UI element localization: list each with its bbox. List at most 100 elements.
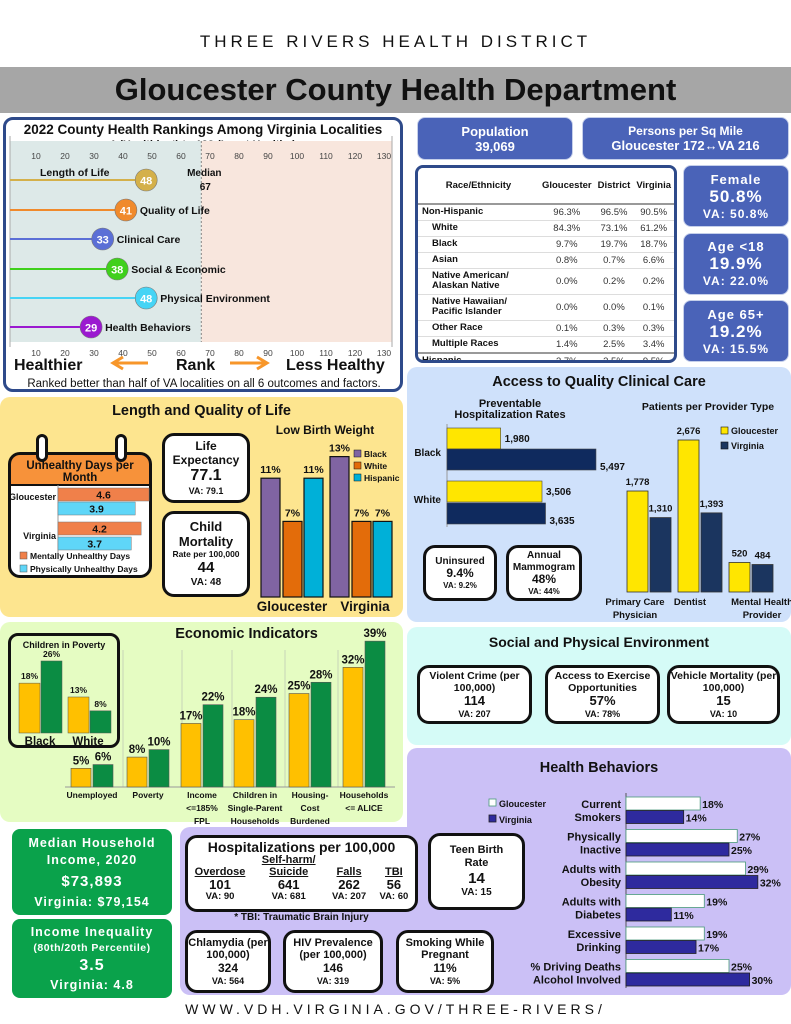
demographic-box: Age <18 19.9% VA: 22.0% xyxy=(683,232,789,295)
hospitalization-label: TBI xyxy=(385,865,403,878)
page-title: Gloucester County Health Department xyxy=(0,67,791,113)
hospitalization-va: VA: 681 xyxy=(271,890,306,902)
rankings-title: 2022 County Health Rankings Among Virgin… xyxy=(23,122,383,137)
inequality-value: 3.5 xyxy=(79,957,105,975)
table-cell: 18.7% xyxy=(633,236,674,253)
social-card-va: VA: 207 xyxy=(458,708,491,719)
social-card-title: Violent Crime (per 100,000) xyxy=(429,669,520,694)
social-card-value: 114 xyxy=(464,692,485,708)
chlamydia-card: Chlamydia (per 100,000) 324 VA: 564 xyxy=(185,930,271,993)
table-cell: 9.7% xyxy=(538,236,595,253)
race-label: White xyxy=(418,220,539,237)
smoking-pregnant-title: Smoking While Pregnant xyxy=(405,936,485,962)
demographic-va: VA: 22.0% xyxy=(702,274,770,288)
hospitalization-item: Falls 262 VA: 207 xyxy=(332,865,366,902)
table-cell: 0.2% xyxy=(594,268,634,295)
rankings-subtitle: 1 (Healthiest) to 133 (Least Healthy) xyxy=(110,139,296,151)
table-cell: 9.5% xyxy=(633,351,674,360)
table-cell: 0.3% xyxy=(594,320,634,337)
length-quality-title: Length and Quality of Life xyxy=(112,403,291,419)
race-table: Race/Ethnicity Gloucester District Virginia… xyxy=(418,168,674,360)
footer-url[interactable]: WWW.VDH.VIRGINIA.GOV/THREE-RIVERS/ xyxy=(185,1001,606,1017)
population-label: Population xyxy=(461,123,529,139)
table-cell: 61.2% xyxy=(633,220,674,237)
chlamydia-title: Chlamydia (per 100,000) xyxy=(188,936,268,962)
table-header: Gloucester xyxy=(538,168,595,205)
race-label: Native Hawaiian/ Pacific Islander xyxy=(418,294,539,321)
hospitalization-item: Self-harm/ Suicide 641 VA: 681 xyxy=(259,854,319,902)
social-card-value: 57% xyxy=(589,692,616,708)
hiv-title: HIV Prevalence (per 100,000) xyxy=(293,936,373,962)
table-row: White 84.3% 73.1% 61.2% xyxy=(418,220,674,237)
demographic-label: Female xyxy=(710,171,762,187)
table-cell: 19.7% xyxy=(594,236,634,253)
teen-birth-va: VA: 15 xyxy=(461,887,492,899)
mammogram-value: 48% xyxy=(531,572,557,586)
less-healthy-label: Less Healthy xyxy=(286,357,385,374)
table-header: Virginia xyxy=(633,168,674,205)
race-label: Hispanic xyxy=(418,351,539,360)
children-poverty-box xyxy=(8,633,120,748)
teen-birth-value: 14 xyxy=(468,869,485,887)
rank-label: Rank xyxy=(176,357,216,374)
table-header: District xyxy=(594,168,634,205)
calendar-ring-icon xyxy=(36,434,48,462)
table-cell: 0.3% xyxy=(633,320,674,337)
table-row: Asian 0.8% 0.7% 6.6% xyxy=(418,252,674,269)
hospitalization-value: 262 xyxy=(338,877,360,893)
table-cell: 73.1% xyxy=(594,220,634,237)
table-cell: 84.3% xyxy=(538,220,595,237)
demographic-value: 50.8% xyxy=(709,186,763,206)
hiv-va: VA: 319 xyxy=(316,975,350,986)
population-box: Population 39,069 xyxy=(417,117,573,160)
hospitalization-item: TBI 56 VA: 60 xyxy=(379,865,408,902)
child-mortality-va: VA: 48 xyxy=(190,576,222,588)
chlamydia-value: 324 xyxy=(217,961,239,976)
child-mortality-value: 44 xyxy=(197,559,215,577)
table-cell: 1.4% xyxy=(538,336,595,354)
demographic-box: Female 50.8% VA: 50.8% xyxy=(683,165,789,227)
inequality-title: Income Inequality xyxy=(30,924,154,939)
rankings-panel: 2022 County Health Rankings Among Virgin… xyxy=(3,117,403,392)
table-cell: 0.1% xyxy=(633,294,674,321)
table-cell: 3.4% xyxy=(633,336,674,354)
table-cell: 2.5% xyxy=(594,336,634,354)
behaviors-title: Health Behaviors xyxy=(539,760,659,776)
hospitalizations-title: Hospitalizations per 100,000 xyxy=(207,839,396,855)
table-row: Native Hawaiian/ Pacific Islander 0.0% 0.0… xyxy=(418,294,674,321)
economic-title: Economic Indicators xyxy=(175,626,318,642)
life-expectancy-card: Life Expectancy 77.1 VA: 79.1 xyxy=(162,433,250,503)
clinical-title: Access to Quality Clinical Care xyxy=(492,374,706,390)
hospitalization-value: 101 xyxy=(209,877,231,893)
median-income-box: Median Household Income, 2020 $73,893 Vi… xyxy=(12,829,172,915)
income-inequality-box: Income Inequality (80th/20th Percentile)… xyxy=(12,919,172,998)
race-label: Multiple Races xyxy=(418,336,539,354)
demographic-va: VA: 15.5% xyxy=(702,341,770,356)
table-cell: 0.1% xyxy=(538,320,595,337)
density-value: Gloucester 172↔VA 216 xyxy=(611,138,760,153)
table-row: Native American/ Alaskan Native 0.0% 0.2% 0… xyxy=(418,268,674,295)
social-card-value: 15 xyxy=(716,692,731,708)
race-label: Black xyxy=(418,236,539,253)
economic-panel: Economic Indicators xyxy=(0,622,403,822)
mammogram-va: VA: 44% xyxy=(528,586,560,596)
race-table-box: Race/Ethnicity Gloucester District Virginia… xyxy=(415,165,677,363)
table-cell: 3.5% xyxy=(594,351,634,360)
healthier-label: Healthier xyxy=(14,357,83,374)
race-label: Native American/ Alaskan Native xyxy=(418,268,539,295)
life-expectancy-va: VA: 79.1 xyxy=(188,485,224,496)
table-cell: 90.5% xyxy=(633,203,674,221)
life-expectancy-title: Life Expectancy xyxy=(172,438,240,467)
calendar-body xyxy=(8,484,152,578)
mammogram-title: Annual Mammogram xyxy=(512,550,576,573)
table-row: Other Race 0.1% 0.3% 0.3% xyxy=(418,320,674,337)
demographic-label: Age <18 xyxy=(707,239,765,254)
table-cell: 96.5% xyxy=(594,203,634,221)
inequality-va: Virginia: 4.8 xyxy=(50,978,134,993)
table-row: Black 9.7% 19.7% 18.7% xyxy=(418,236,674,253)
table-cell: 0.0% xyxy=(538,268,595,295)
population-value: 39,069 xyxy=(475,138,515,154)
table-row: Hispanic 3.7% 3.5% 9.5% xyxy=(418,351,674,360)
demographic-value: 19.2% xyxy=(709,321,763,341)
hospitalization-label: Falls xyxy=(336,865,362,878)
